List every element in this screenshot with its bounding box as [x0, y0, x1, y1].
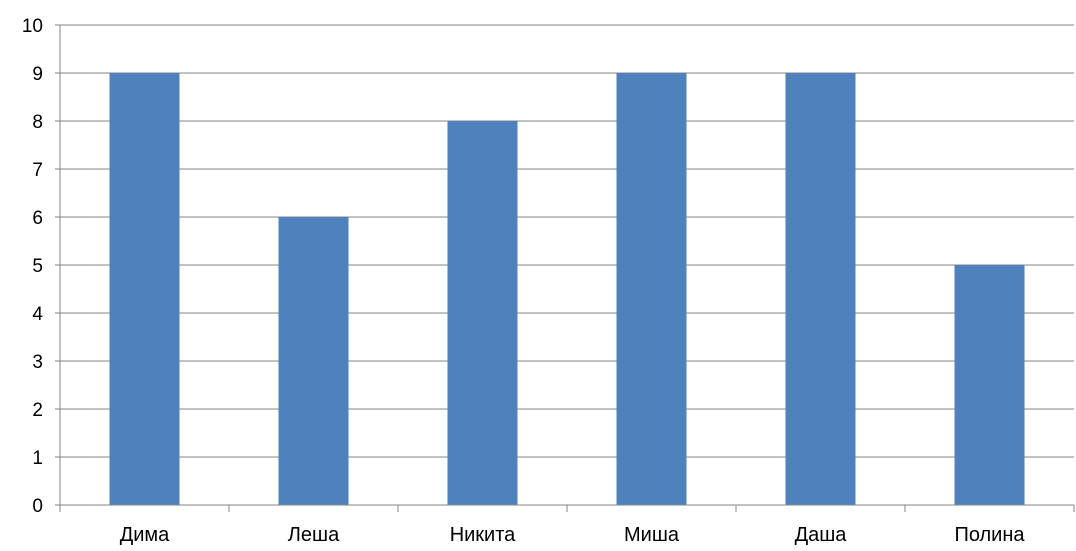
- bar-4: [785, 73, 856, 505]
- bar-5: [954, 265, 1025, 505]
- y-tick-label: 2: [32, 400, 43, 421]
- bar-2: [447, 121, 518, 505]
- gridlines: [60, 24, 1074, 458]
- y-tick-label: 1: [32, 448, 43, 469]
- category-labels: Дима Леша Никита Миша Даша Полина: [120, 524, 1026, 546]
- y-tick-label: 3: [32, 352, 43, 373]
- y-tick-label: 10: [22, 16, 43, 37]
- bar-3: [616, 73, 687, 505]
- bars: [109, 73, 1025, 505]
- axes: [55, 24, 1075, 512]
- y-tick-label: 6: [32, 208, 43, 229]
- y-tick-label: 5: [32, 256, 43, 277]
- y-tick-label: 4: [32, 304, 43, 325]
- category-label: Никита: [450, 524, 516, 546]
- category-label: Дима: [120, 524, 170, 546]
- category-label: Миша: [624, 524, 680, 546]
- category-label: Даша: [795, 524, 848, 546]
- bar-1: [278, 217, 349, 505]
- y-tick-label: 0: [32, 496, 43, 517]
- y-tick-labels: 0 1 2 3 4 5 6 7 8 9 10: [22, 16, 44, 517]
- y-tick-label: 8: [32, 112, 43, 133]
- y-tick-label: 9: [32, 64, 43, 85]
- bar-0: [109, 73, 180, 505]
- category-label: Полина: [954, 524, 1025, 546]
- category-label: Леша: [288, 524, 340, 546]
- y-tick-label: 7: [32, 160, 43, 181]
